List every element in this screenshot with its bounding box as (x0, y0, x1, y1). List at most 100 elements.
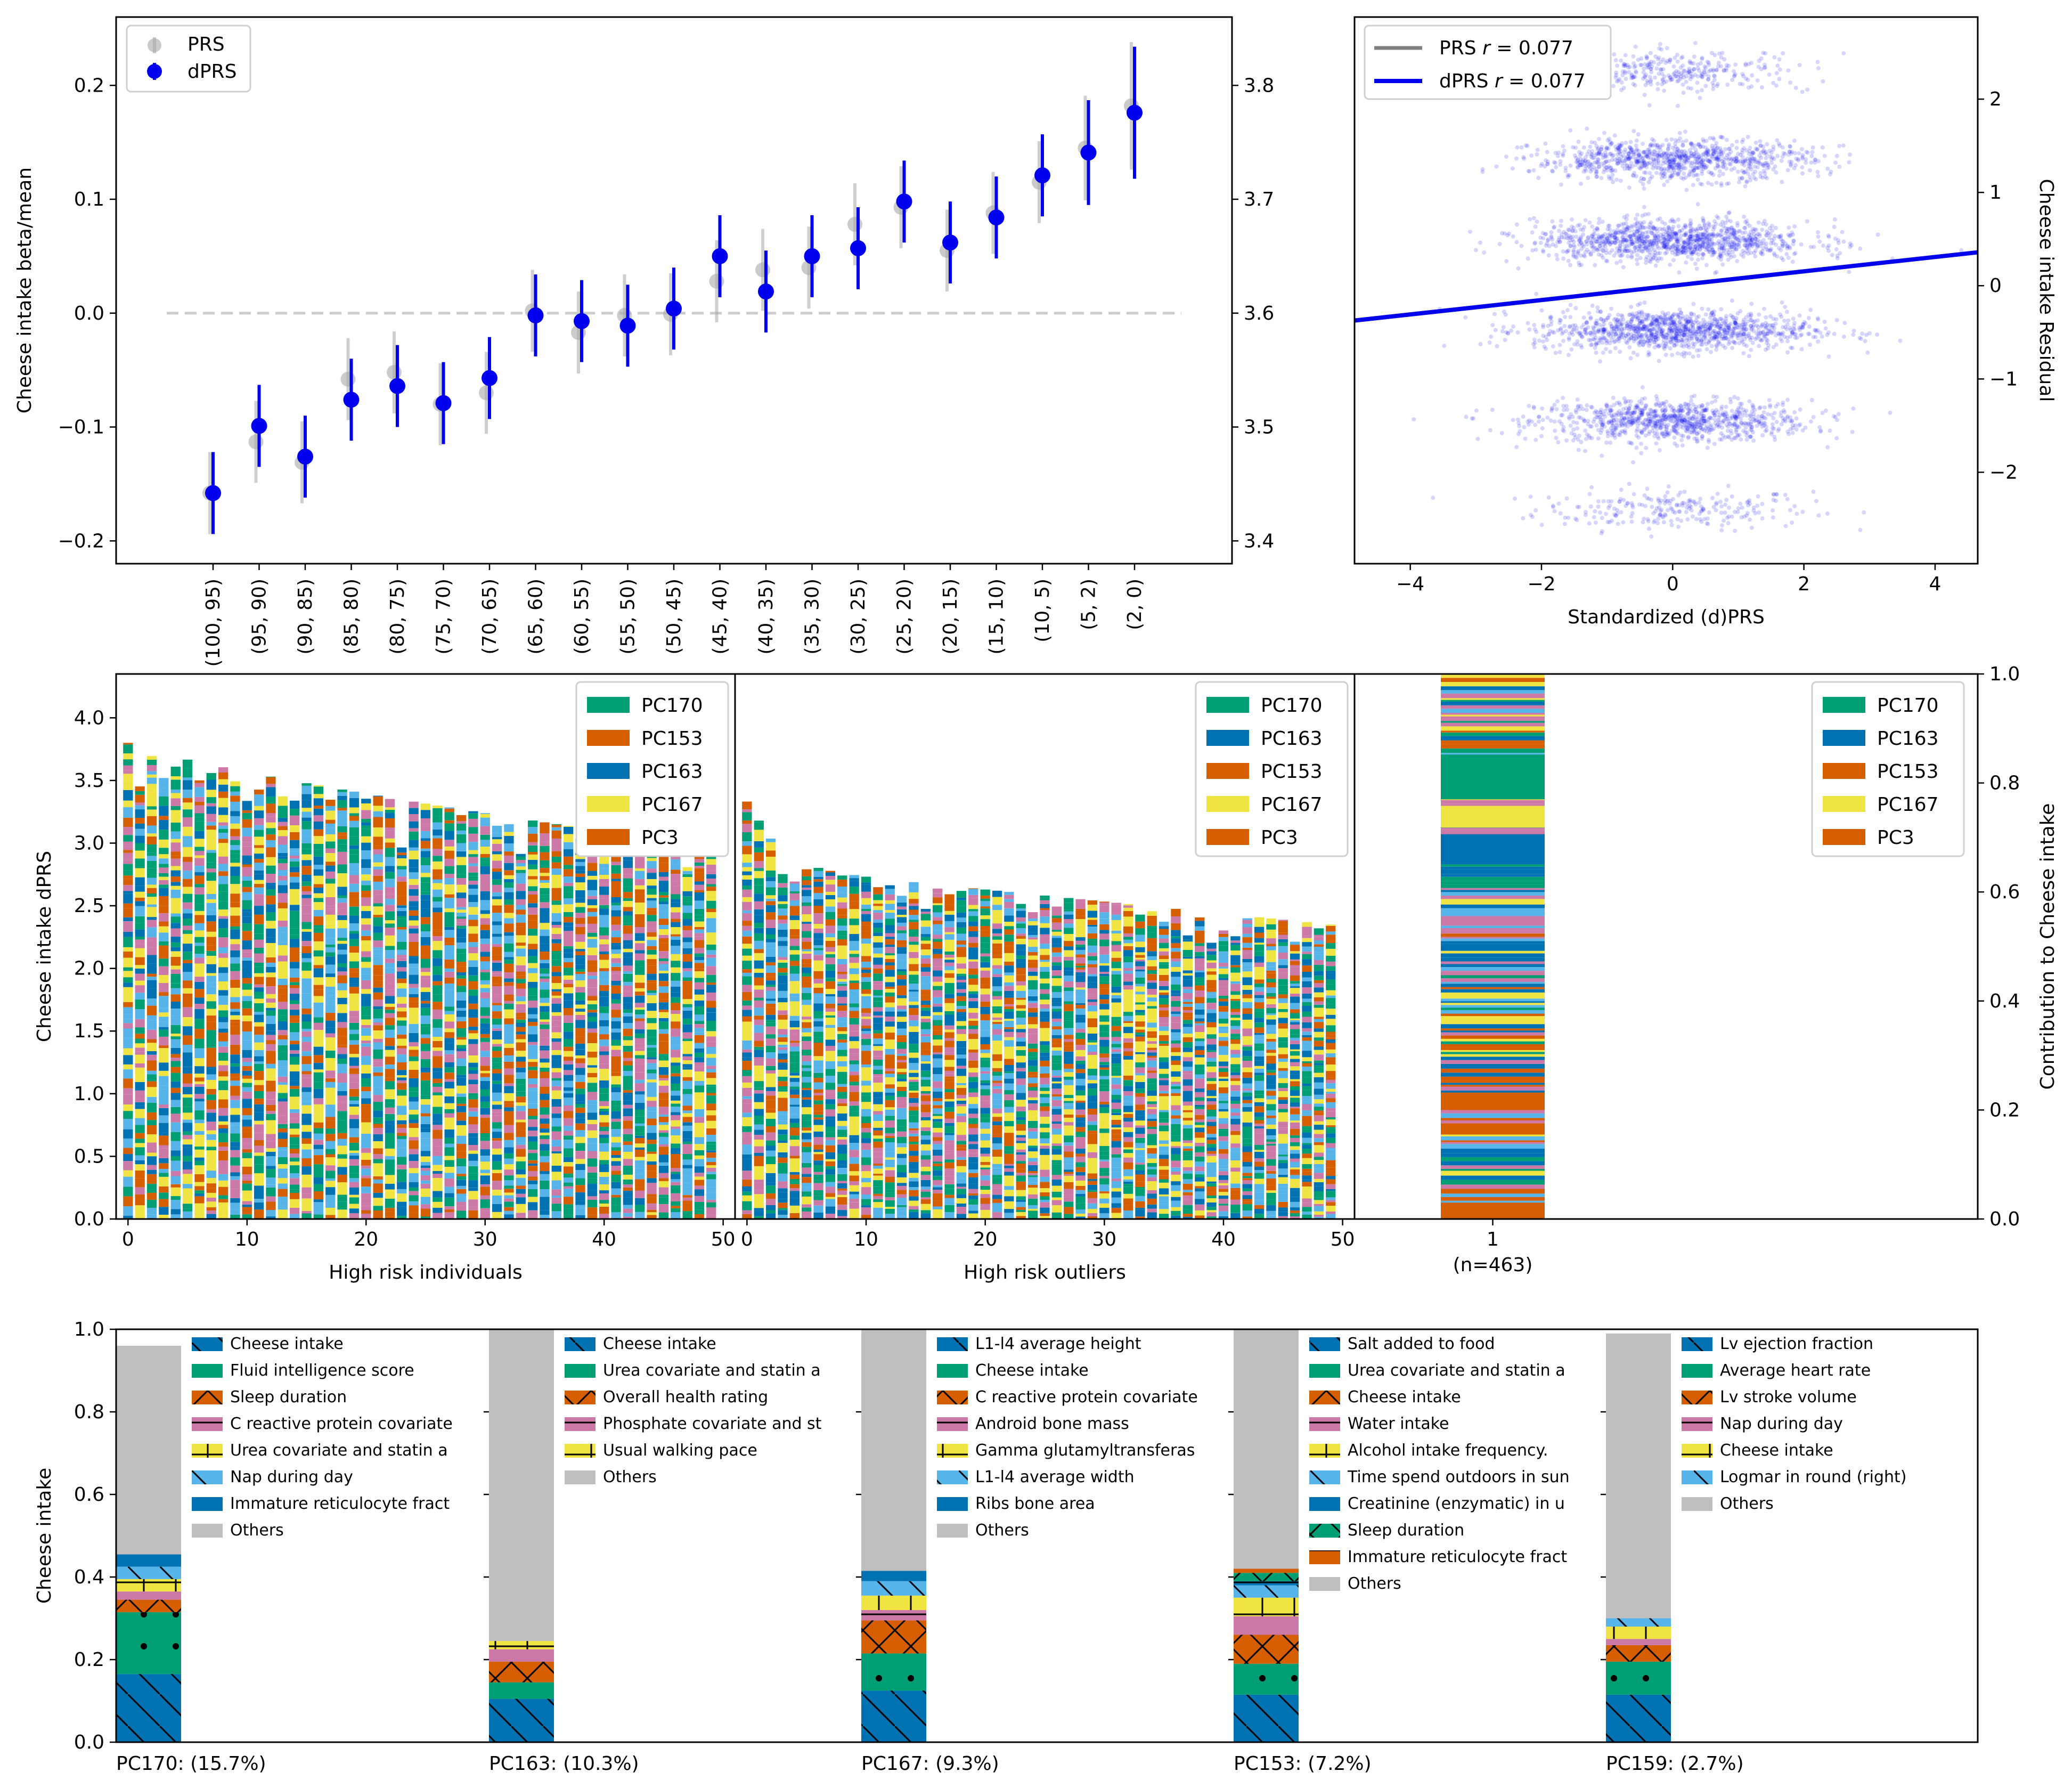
scatter-point (1627, 327, 1632, 332)
scatter-point (1787, 225, 1791, 230)
scatter-point (1512, 496, 1517, 501)
scatter-point (1862, 510, 1866, 515)
scatter-point (1788, 427, 1793, 432)
scatter-point (1632, 411, 1636, 416)
scatter-point (1671, 416, 1676, 420)
scatter-point (1689, 508, 1694, 513)
scatter-point (1750, 409, 1755, 414)
scatter-point (1780, 239, 1785, 243)
scatter-point (1719, 528, 1724, 533)
scatter-points (1412, 40, 1964, 539)
scatter-point (1568, 128, 1573, 133)
scatter-point (1727, 161, 1732, 166)
scatter-point (1698, 426, 1703, 430)
dprs-point (205, 485, 221, 501)
scatter-point (1518, 429, 1522, 434)
scatter-point (1700, 434, 1704, 439)
scatter-point (1654, 427, 1659, 432)
scatter-point (1730, 409, 1734, 413)
scatter-point (1785, 168, 1790, 173)
scatter-point (1683, 129, 1687, 134)
bar-segment (146, 836, 157, 844)
scatter-point (1464, 415, 1469, 419)
scatter-point (1629, 421, 1634, 426)
scatter-point (1681, 425, 1685, 430)
scatter-point (1607, 419, 1612, 424)
scatter-point (1642, 67, 1646, 71)
bar-segment (123, 987, 133, 995)
prs-point (847, 217, 862, 232)
scatter-point (1661, 434, 1666, 438)
scatter-point (1628, 140, 1633, 144)
scatter-point (1865, 350, 1870, 355)
scatter-point (1698, 235, 1702, 240)
scatter-point (1686, 434, 1691, 439)
scatter-point (1633, 44, 1638, 49)
scatter-point (1777, 77, 1782, 82)
scatter-point (1514, 240, 1519, 245)
scatter-point (1694, 266, 1699, 271)
scatter-point (1860, 331, 1864, 336)
scatter-point (1757, 419, 1761, 424)
bar-segment (123, 864, 133, 871)
scatter-point (1764, 241, 1769, 246)
scatter-point (1821, 243, 1825, 248)
scatter-point (1571, 420, 1576, 425)
bar-segment (146, 980, 157, 989)
scatter-point (1494, 164, 1499, 169)
scatter-point (1772, 411, 1777, 416)
scatter-point (1695, 66, 1700, 71)
scatter-point (1671, 425, 1676, 429)
scatter-point (1664, 427, 1669, 432)
scatter-point (1696, 353, 1701, 358)
scatter-point (1714, 424, 1719, 428)
scatter-point (1687, 503, 1692, 508)
scatter-point (1623, 53, 1628, 58)
scatter-point (1665, 179, 1670, 184)
scatter-point (1666, 416, 1671, 421)
scatter-point (1482, 250, 1487, 255)
scatter-point (1628, 441, 1633, 445)
scatter-point (1733, 509, 1737, 514)
dprs-point (1034, 167, 1050, 184)
bar-segment (123, 774, 133, 781)
scatter-point (1677, 509, 1682, 514)
scatter-point (1587, 521, 1592, 526)
scatter-point (1759, 421, 1764, 426)
scatter-point (1748, 434, 1753, 439)
scatter-point (1681, 418, 1686, 422)
scatter-point (1594, 423, 1599, 428)
scatter-point (1700, 172, 1704, 176)
scatter-point (1631, 416, 1636, 420)
scatter-point (1687, 506, 1692, 511)
scatter-point (1601, 422, 1605, 427)
scatter-point (1603, 414, 1608, 419)
scatter-point (1642, 493, 1647, 498)
scatter-point (1751, 172, 1756, 176)
scatter-point (1681, 143, 1685, 148)
x-tick-label: (10, 5) (1032, 579, 1054, 643)
scatter-point (1797, 313, 1802, 318)
scatter-point (1733, 72, 1737, 77)
scatter-point (1715, 82, 1720, 86)
scatter-point (1514, 156, 1519, 161)
scatter-point (1622, 416, 1627, 421)
scatter-point (1727, 505, 1732, 510)
scatter-point (1583, 428, 1588, 433)
scatter-point (1710, 409, 1715, 413)
scatter-point (1740, 175, 1744, 180)
bar-segment (146, 1112, 157, 1120)
x-tick-label: (2, 0) (1124, 579, 1146, 630)
scatter-point (1773, 164, 1777, 169)
scatter-point (1703, 426, 1708, 430)
scatter-point (1658, 509, 1663, 513)
scatter-point (1820, 145, 1825, 150)
scatter-point (1627, 482, 1632, 486)
scatter-point (1723, 226, 1728, 231)
scatter-point (1669, 523, 1674, 527)
scatter-point (1653, 413, 1658, 418)
scatter-point (1799, 242, 1804, 247)
scatter-point (1700, 436, 1704, 441)
scatter-point (1626, 408, 1631, 412)
scatter-point (1849, 243, 1854, 248)
